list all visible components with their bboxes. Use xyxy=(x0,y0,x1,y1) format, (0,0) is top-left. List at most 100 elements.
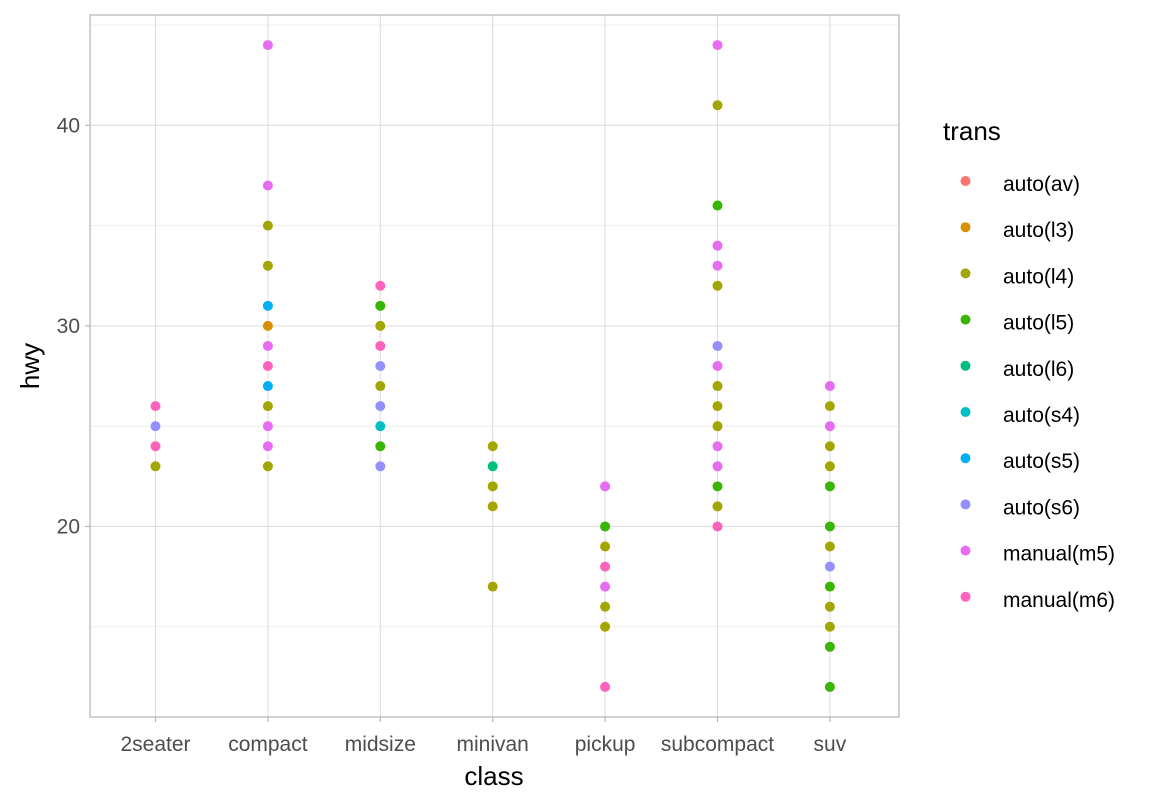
data-point xyxy=(150,401,161,412)
x-tick-labels: 2seater compact midsize minivan pickup subcom… xyxy=(120,733,846,756)
data-point xyxy=(487,441,498,452)
data-point xyxy=(262,320,273,331)
y-tick-labels: 20 30 40 xyxy=(57,114,80,538)
data-point xyxy=(262,260,273,271)
legend-label: manual(m6) xyxy=(1003,589,1115,612)
x-tick-label: compact xyxy=(228,733,308,756)
data-point xyxy=(824,601,835,612)
data-point xyxy=(150,461,161,472)
data-point xyxy=(824,641,835,652)
data-point xyxy=(824,461,835,472)
data-point xyxy=(712,421,723,432)
legend-key xyxy=(960,222,971,233)
data-point xyxy=(262,220,273,231)
data-point xyxy=(262,300,273,311)
data-point xyxy=(712,521,723,532)
data-point xyxy=(712,401,723,412)
data-point xyxy=(712,260,723,271)
data-point xyxy=(262,441,273,452)
y-tick-label: 40 xyxy=(57,114,80,137)
data-point xyxy=(712,100,723,111)
data-point xyxy=(600,681,611,692)
data-point xyxy=(712,481,723,492)
data-point xyxy=(824,481,835,492)
axis-ticks xyxy=(85,124,831,722)
data-point xyxy=(262,361,273,371)
legend-key xyxy=(960,407,971,417)
y-tick-label: 30 xyxy=(57,315,80,338)
data-point xyxy=(824,381,835,392)
data-point xyxy=(712,441,723,452)
legend-label: auto(s6) xyxy=(1003,496,1080,519)
data-point xyxy=(712,340,723,351)
legend-label: auto(l4) xyxy=(1003,265,1074,288)
data-point xyxy=(375,441,386,452)
legend-label: auto(s5) xyxy=(1003,450,1080,473)
x-tick-label: pickup xyxy=(575,733,636,756)
legend-label: manual(m5) xyxy=(1003,543,1115,566)
data-point xyxy=(150,441,161,452)
x-tick-label: subcompact xyxy=(661,733,774,756)
data-point xyxy=(600,581,611,592)
x-tick-label: midsize xyxy=(345,733,416,756)
legend-label: auto(av) xyxy=(1003,173,1080,196)
data-point xyxy=(712,381,723,392)
data-point xyxy=(712,461,723,472)
data-point xyxy=(375,381,386,392)
data-point xyxy=(375,340,386,351)
legend-label: auto(l5) xyxy=(1003,312,1074,335)
data-points xyxy=(150,40,835,692)
legend-key xyxy=(960,360,971,371)
legend-label: auto(l6) xyxy=(1003,358,1074,381)
data-point xyxy=(824,561,835,572)
data-point xyxy=(600,541,611,552)
data-point xyxy=(262,421,273,432)
data-point xyxy=(262,340,273,351)
data-point xyxy=(262,40,273,51)
y-tick-label: 20 xyxy=(57,515,80,538)
data-point xyxy=(375,461,386,472)
data-point xyxy=(600,601,611,612)
x-tick-label: minivan xyxy=(457,733,529,756)
data-point xyxy=(824,681,835,692)
data-point xyxy=(824,421,835,432)
legend-label: auto(l3) xyxy=(1003,219,1074,242)
data-point xyxy=(712,200,723,211)
data-point xyxy=(375,361,386,371)
data-point xyxy=(824,581,835,592)
data-point xyxy=(487,461,498,472)
legend-key xyxy=(960,591,971,602)
data-point xyxy=(824,521,835,532)
data-point xyxy=(712,40,723,51)
data-point xyxy=(262,381,273,392)
data-point xyxy=(262,401,273,412)
data-point xyxy=(712,501,723,512)
data-point xyxy=(487,501,498,512)
data-point xyxy=(824,621,835,632)
data-point xyxy=(600,481,611,492)
data-point xyxy=(600,621,611,632)
data-point xyxy=(375,300,386,311)
legend-entries: auto(av) auto(l3) auto(l4) auto(l5) auto(l6)… xyxy=(960,173,1115,612)
legend-key xyxy=(960,314,971,325)
legend-key xyxy=(960,545,971,556)
legend-key xyxy=(960,268,971,279)
legend-title: trans xyxy=(943,116,1001,146)
data-point xyxy=(824,541,835,552)
data-point xyxy=(375,401,386,412)
data-point xyxy=(600,561,611,572)
data-point xyxy=(824,401,835,412)
data-point xyxy=(600,521,611,532)
legend-key xyxy=(960,453,971,464)
x-axis-title: class xyxy=(464,761,523,791)
panel-border xyxy=(89,14,900,718)
data-point xyxy=(487,481,498,492)
data-point xyxy=(262,180,273,191)
legend-label: auto(s4) xyxy=(1003,404,1080,427)
x-tick-label: 2seater xyxy=(120,733,190,756)
data-point xyxy=(824,441,835,452)
data-point xyxy=(487,581,498,592)
data-point xyxy=(712,240,723,251)
data-point xyxy=(375,320,386,331)
